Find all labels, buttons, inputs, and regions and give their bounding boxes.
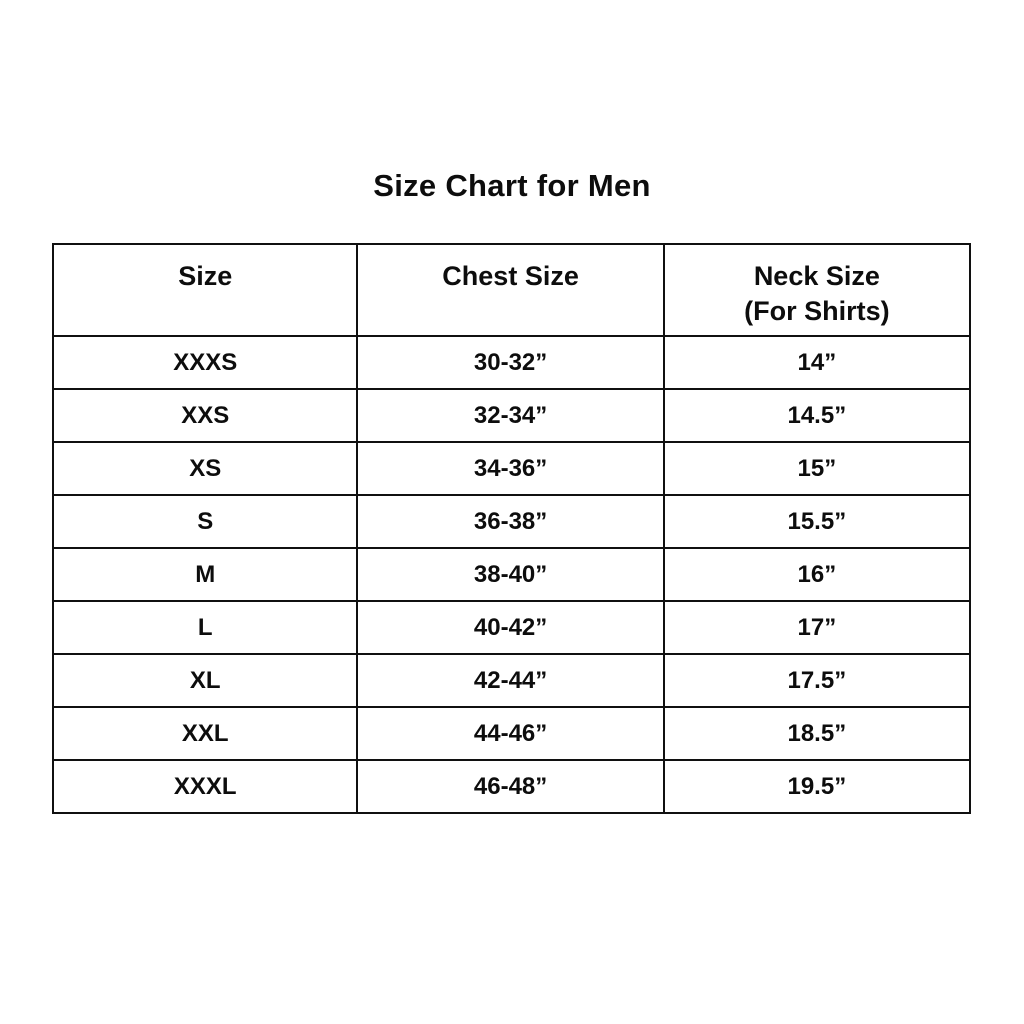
column-header-size: Size	[51, 243, 359, 337]
size-cell: L	[51, 600, 359, 655]
size-cell: XXXL	[51, 759, 359, 814]
chest-size-cell: 30-32”	[356, 335, 665, 390]
chest-size-cell: 34-36”	[356, 441, 665, 496]
table-row: XXXL 46-48” 19.5”	[51, 759, 972, 814]
size-cell: XL	[51, 653, 359, 708]
chest-size-cell: 36-38”	[356, 494, 665, 549]
size-cell: XXS	[51, 388, 359, 443]
chest-size-cell: 44-46”	[356, 706, 665, 761]
size-cell: XS	[51, 441, 359, 496]
size-cell: S	[51, 494, 359, 549]
table-row: L 40-42” 17”	[51, 600, 972, 655]
table-row: XL 42-44” 17.5”	[51, 653, 972, 708]
neck-size-cell: 18.5”	[662, 706, 972, 761]
table-row: XXL 44-46” 18.5”	[51, 706, 972, 761]
neck-size-cell: 15”	[662, 441, 972, 496]
neck-size-header-line2: (For Shirts)	[744, 296, 890, 327]
chest-size-cell: 40-42”	[356, 600, 665, 655]
size-cell: XXL	[51, 706, 359, 761]
neck-size-cell: 17”	[662, 600, 972, 655]
table-header-row: Size Chest Size Neck Size (For Shirts)	[51, 243, 972, 337]
size-chart-table: Size Chest Size Neck Size (For Shirts) X…	[51, 243, 972, 814]
size-cell: XXXS	[51, 335, 359, 390]
chest-size-cell: 42-44”	[356, 653, 665, 708]
table-row: XS 34-36” 15”	[51, 441, 972, 496]
table-row: S 36-38” 15.5”	[51, 494, 972, 549]
neck-size-cell: 16”	[662, 547, 972, 602]
neck-size-cell: 14.5”	[662, 388, 972, 443]
table-row: XXS 32-34” 14.5”	[51, 388, 972, 443]
chest-size-cell: 38-40”	[356, 547, 665, 602]
chest-size-cell: 46-48”	[356, 759, 665, 814]
neck-size-header-line1: Neck Size	[753, 261, 880, 291]
table-row: XXXS 30-32” 14”	[51, 335, 972, 390]
neck-size-cell: 19.5”	[662, 759, 972, 814]
size-cell: M	[51, 547, 359, 602]
page-title: Size Chart for Men	[373, 168, 651, 203]
column-header-neck-size: Neck Size (For Shirts)	[662, 243, 972, 337]
column-header-chest-size: Chest Size	[356, 243, 665, 337]
chest-size-cell: 32-34”	[356, 388, 665, 443]
neck-size-cell: 17.5”	[662, 653, 972, 708]
neck-size-cell: 14”	[662, 335, 972, 390]
table-row: M 38-40” 16”	[51, 547, 972, 602]
neck-size-cell: 15.5”	[662, 494, 972, 549]
